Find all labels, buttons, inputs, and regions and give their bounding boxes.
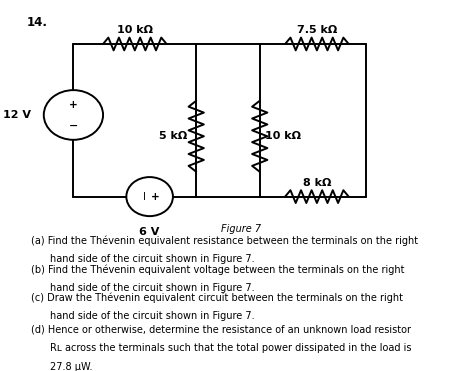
- Text: 7.5 kΩ: 7.5 kΩ: [297, 26, 337, 36]
- Text: (a) Find the Thévenin equivalent resistance between the terminals on the right: (a) Find the Thévenin equivalent resista…: [31, 236, 418, 246]
- Text: Figure 7: Figure 7: [220, 224, 261, 234]
- Text: (d) Hence or otherwise, determine the resistance of an unknown load resistor: (d) Hence or otherwise, determine the re…: [31, 325, 411, 335]
- Text: hand side of the circuit shown in Figure 7.: hand side of the circuit shown in Figure…: [50, 283, 255, 293]
- Text: −: −: [69, 121, 78, 130]
- Text: 5 kΩ: 5 kΩ: [159, 131, 187, 141]
- Text: hand side of the circuit shown in Figure 7.: hand side of the circuit shown in Figure…: [50, 255, 255, 265]
- Text: (c) Draw the Thévenin equivalent circuit between the terminals on the right: (c) Draw the Thévenin equivalent circuit…: [31, 292, 403, 303]
- Text: 27.8 μW.: 27.8 μW.: [50, 362, 92, 371]
- Text: hand side of the circuit shown in Figure 7.: hand side of the circuit shown in Figure…: [50, 311, 255, 321]
- Text: +: +: [69, 99, 78, 109]
- Text: +: +: [151, 191, 160, 201]
- Text: 12 V: 12 V: [3, 110, 31, 120]
- Text: 8 kΩ: 8 kΩ: [303, 178, 331, 188]
- Text: 14.: 14.: [27, 16, 48, 29]
- Text: Rʟ across the terminals such that the total power dissipated in the load is: Rʟ across the terminals such that the to…: [50, 343, 411, 353]
- Text: 10 kΩ: 10 kΩ: [117, 26, 153, 36]
- Text: 10 kΩ: 10 kΩ: [265, 131, 301, 141]
- Text: (b) Find the Thévenin equivalent voltage between the terminals on the right: (b) Find the Thévenin equivalent voltage…: [31, 264, 405, 275]
- Text: I: I: [143, 191, 146, 201]
- Text: 6 V: 6 V: [139, 227, 160, 237]
